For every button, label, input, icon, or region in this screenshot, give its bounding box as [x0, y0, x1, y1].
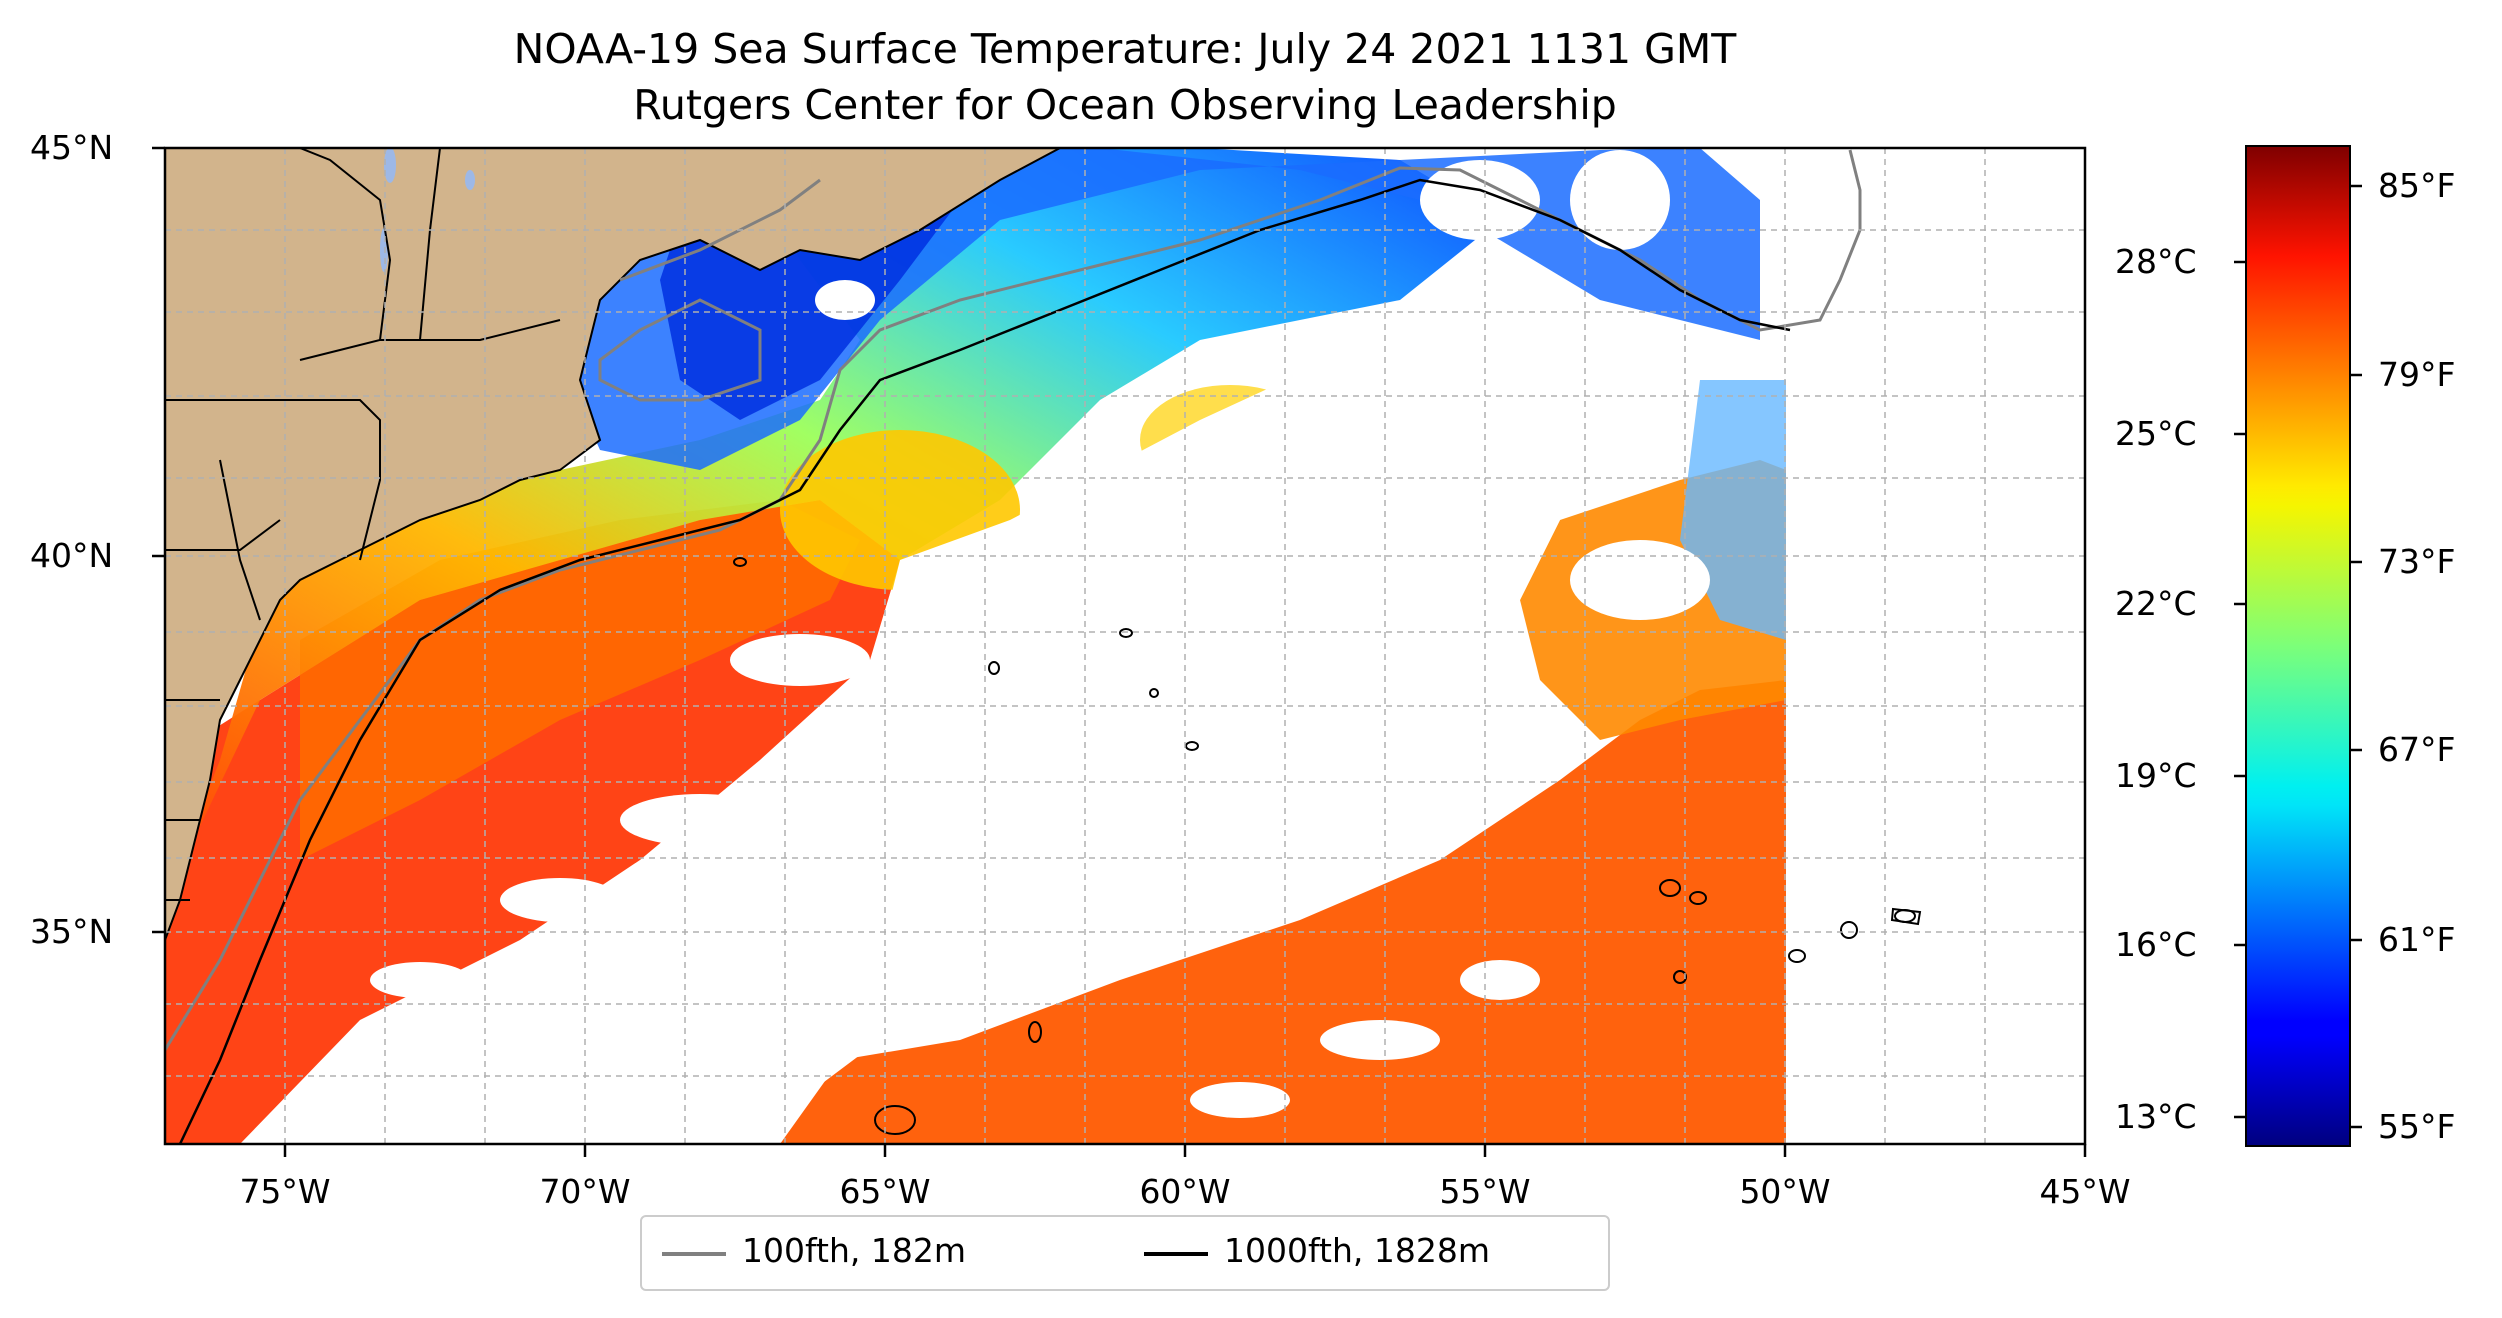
- gridlines: [165, 148, 2085, 1144]
- axis-ticks: [152, 146, 2087, 1157]
- shelf-water-region: [165, 148, 1500, 900]
- colorbar-label-fahrenheit: 73°F: [2378, 542, 2456, 581]
- colorbar-label-fahrenheit: 55°F: [2378, 1107, 2456, 1146]
- coastline: [165, 148, 1061, 941]
- lon-label-60w: 60°W: [1139, 1172, 1231, 1211]
- lat-label-40n: 40°N: [30, 536, 114, 575]
- lon-label-70w: 70°W: [539, 1172, 631, 1211]
- legend-swatch-1000fth: [1144, 1252, 1208, 1256]
- legend-label-100fth: 100fth, 182m: [742, 1231, 966, 1270]
- colorbar-label-celsius: 28°C: [2115, 242, 2197, 281]
- colorbar-label-fahrenheit: 61°F: [2378, 920, 2456, 959]
- colorbar-label-fahrenheit: 85°F: [2378, 166, 2456, 205]
- map-title: NOAA-19 Sea Surface Temperature: July 24…: [513, 25, 1737, 73]
- legend-swatch-100fth: [662, 1252, 726, 1256]
- colorbar-label-celsius: 19°C: [2115, 756, 2197, 795]
- colorbar-ticks: [2234, 184, 2362, 1129]
- colorbar-label-celsius: 13°C: [2115, 1097, 2197, 1136]
- legend-label-1000fth: 1000fth, 1828m: [1224, 1231, 1490, 1270]
- map-subtitle: Rutgers Center for Ocean Observing Leade…: [633, 81, 1617, 129]
- seamounts: [733, 557, 1922, 1135]
- colorbar-label-celsius: 25°C: [2115, 414, 2197, 453]
- southeast-water-region: [780, 680, 1786, 1144]
- lat-label-35n: 35°N: [30, 912, 114, 951]
- colorbar-label-fahrenheit: 67°F: [2378, 730, 2456, 769]
- lon-label-45w: 45°W: [2039, 1172, 2131, 1211]
- contour-100fth: [165, 149, 1862, 1051]
- lon-label-75w: 75°W: [239, 1172, 331, 1211]
- colorbar-label-celsius: 22°C: [2115, 584, 2197, 623]
- contour-1000fth: [178, 178, 1791, 1144]
- lon-label-55w: 55°W: [1439, 1172, 1531, 1211]
- map-frame: [163, 146, 2087, 1146]
- lon-label-65w: 65°W: [839, 1172, 931, 1211]
- cloud-mask: [370, 150, 1710, 1144]
- colorbar-label-celsius: 16°C: [2115, 925, 2197, 964]
- lon-label-50w: 50°W: [1739, 1172, 1831, 1211]
- land-region: [165, 148, 1060, 940]
- colorbar: [2245, 145, 2351, 1147]
- lat-label-45n: 45°N: [30, 128, 114, 167]
- state-borders: [165, 148, 561, 901]
- legend: 100fth, 182m 1000fth, 1828m: [640, 1215, 1610, 1291]
- colorbar-label-fahrenheit: 79°F: [2378, 355, 2456, 394]
